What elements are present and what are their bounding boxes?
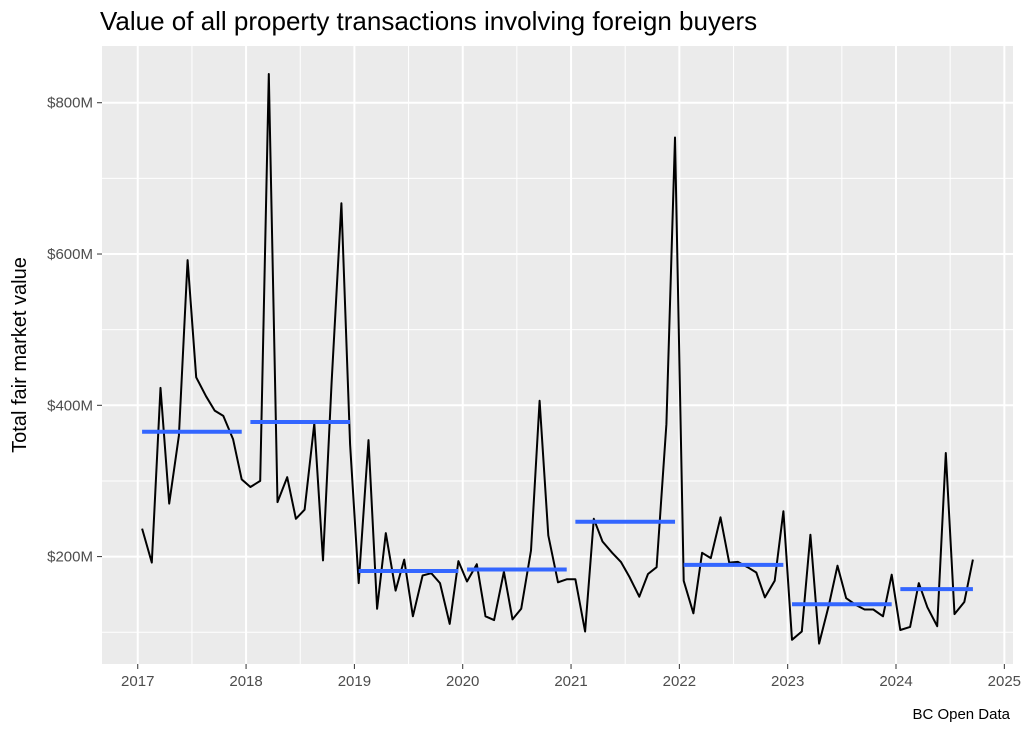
x-tick-label: 2020 (446, 673, 479, 690)
y-tick-label: $800M (47, 95, 93, 112)
y-tick-label: $400M (47, 397, 93, 414)
plot-panel (102, 46, 1013, 664)
x-tick-label: 2025 (988, 673, 1021, 690)
y-axis-label: Total fair market value (9, 257, 31, 453)
series-line (141, 73, 974, 645)
y-axis: $200M $400M $600M $800M (47, 95, 102, 566)
y-tick-label: $600M (47, 246, 93, 263)
x-tick-label: 2018 (229, 673, 262, 690)
x-tick-label: 2017 (121, 673, 154, 690)
x-tick-label: 2023 (771, 673, 804, 690)
caption: BC Open Data (912, 706, 1010, 723)
x-axis: 2017 2018 2019 2020 2021 2022 2023 2024 2025 (121, 664, 1021, 690)
series-layer (141, 73, 974, 645)
y-tick-label: $200M (47, 549, 93, 566)
yearly-mean-layer (142, 419, 973, 607)
x-tick-label: 2022 (663, 673, 696, 690)
chart-title: Value of all property transactions invol… (100, 6, 757, 36)
x-tick-label: 2019 (338, 673, 371, 690)
x-tick-label: 2021 (554, 673, 587, 690)
x-tick-label: 2024 (879, 673, 912, 690)
